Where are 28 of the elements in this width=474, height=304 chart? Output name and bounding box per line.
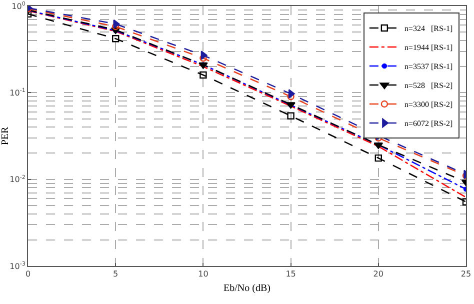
y-tick-label: 10$^{-1}$ [10, 87, 26, 98]
point [287, 93, 294, 100]
point [200, 50, 208, 60]
point [112, 22, 120, 30]
x-tick-label: 25 [460, 270, 472, 279]
x-tick-label: 10 [198, 270, 208, 279]
x-axis-title: Eb/No (dB) [224, 283, 270, 294]
y-tick-label: 10$^{-3}$ [10, 260, 26, 271]
y-axis-title: PER [0, 126, 11, 146]
x-tick-label: 5 [113, 270, 118, 279]
legend-label: n=6072 [RS-2] [404, 119, 454, 128]
x-tick-label: 20 [373, 270, 384, 279]
point [288, 89, 295, 98]
point [113, 19, 120, 29]
x-tick-label: 15 [286, 270, 296, 279]
x-tick-label: 0 [25, 270, 31, 279]
legend-label: n=3300 [RS-2] [404, 100, 454, 110]
legend-label: n=3537 [RS-1] [404, 62, 454, 72]
point [374, 154, 382, 162]
legend-label: n=324 [RS-1] [404, 24, 454, 34]
point [200, 54, 207, 62]
point [287, 112, 294, 120]
y-tick-label: 10$^{-2}$ [10, 174, 26, 184]
point [200, 71, 207, 79]
legend-label: n=1944 [RS-1] [404, 43, 454, 52]
y-tick-label: 10$^{0}$ [12, 0, 26, 11]
legend-label: n=528 [RS-2] [404, 81, 454, 90]
point [112, 35, 120, 42]
